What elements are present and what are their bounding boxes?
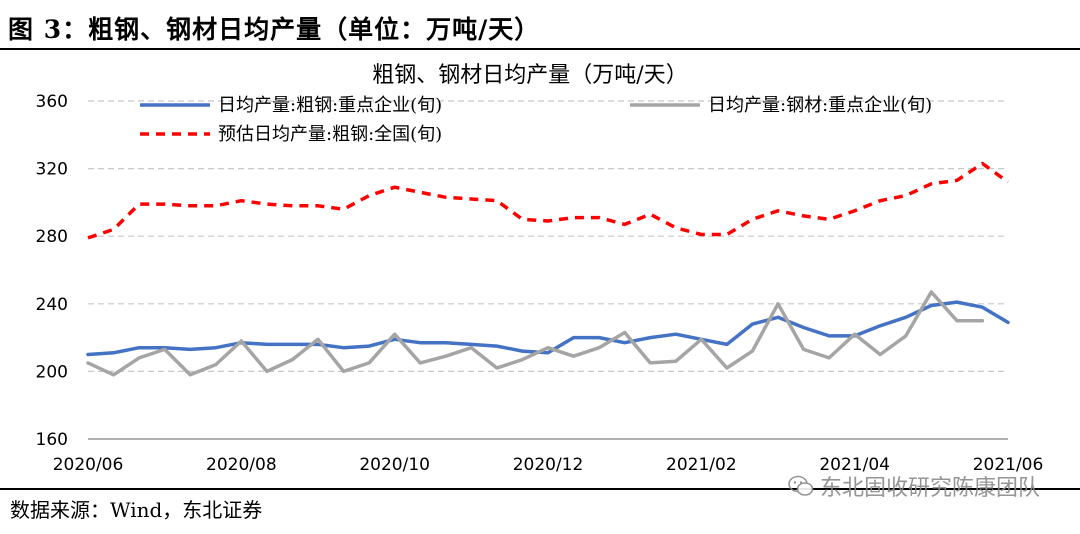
x-tick-label: 2020/12 xyxy=(513,455,584,475)
x-tick-label: 2021/04 xyxy=(819,455,890,475)
wechat-icon xyxy=(788,475,814,496)
y-tick-label: 200 xyxy=(36,362,68,382)
y-tick-label: 360 xyxy=(36,92,68,112)
legend-label-3: 预估日均产量:粗钢:全国(旬) xyxy=(218,124,442,145)
y-tick-label: 320 xyxy=(36,160,68,180)
x-tick-label: 2020/06 xyxy=(53,455,124,475)
axes: 160 200 240 280 320 360 2020/06 2020/08 2020/10 2… xyxy=(36,92,1044,475)
line-chart: 粗钢、钢材日均产量（万吨/天） 160 200 240 280 320 360 2020/0… xyxy=(36,63,1044,475)
legend: 日均产量:粗钢:重点企业(旬) 日均产量:钢材:重点企业(旬) 预估日均产量:粗钢:… xyxy=(140,95,932,145)
chart-title: 粗钢、钢材日均产量（万吨/天） xyxy=(372,63,687,88)
legend-label-2: 日均产量:钢材:重点企业(旬) xyxy=(708,95,932,116)
legend-label-1: 日均产量:粗钢:重点企业(旬) xyxy=(218,95,442,116)
x-tick-label: 2020/10 xyxy=(359,455,430,475)
x-tick-label: 2021/06 xyxy=(973,455,1044,475)
series-lines xyxy=(86,161,1010,377)
x-tick-label: 2020/08 xyxy=(206,455,277,475)
series-line-2 xyxy=(86,290,985,377)
y-tick-label: 160 xyxy=(36,430,68,450)
y-tick-label: 240 xyxy=(36,295,68,315)
gridlines xyxy=(88,100,1008,372)
figure-title: 图 3：粗钢、钢材日均产量（单位：万吨/天） xyxy=(8,15,541,44)
watermark: 东北固收研究陈康团队 xyxy=(788,470,1040,502)
top-rule xyxy=(0,48,1080,50)
x-tick-label: 2021/02 xyxy=(666,455,737,475)
bottom-rule xyxy=(0,488,1080,490)
series-line-3 xyxy=(87,161,1010,240)
y-tick-label: 280 xyxy=(36,227,68,247)
watermark-text: 东北固收研究陈康团队 xyxy=(819,476,1040,501)
source-note: 数据来源：Wind，东北证券 xyxy=(10,498,263,522)
